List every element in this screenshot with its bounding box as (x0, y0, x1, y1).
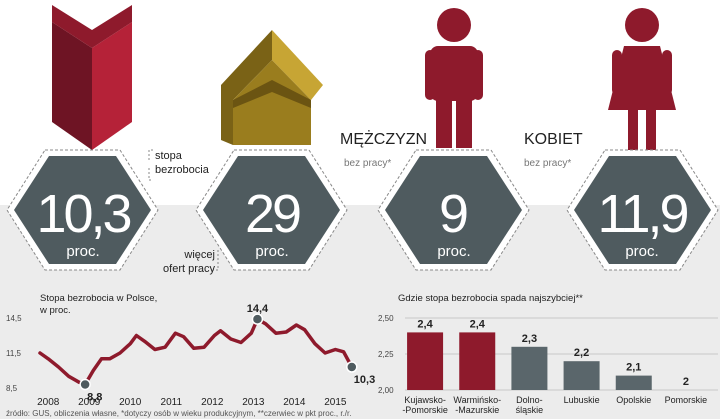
bar-category-label: -Pomorskie (402, 405, 448, 415)
stat2-note-line1: więcej (183, 249, 215, 261)
bar-category-label: śląskie (516, 405, 544, 415)
stat4-heading: KOBIET (524, 131, 583, 148)
line-x-tick-label: 2015 (324, 397, 347, 408)
line-series-path (38, 317, 354, 387)
bar-category-label: Kujawsko- (404, 395, 446, 405)
stat-badge-job-offers: 29 proc. (195, 149, 348, 271)
bar-category-label: Pomorskie (665, 395, 708, 405)
line-y-tick-label: 14,5 (6, 314, 22, 323)
bar-value-label: 2 (683, 376, 689, 388)
bar (511, 346, 548, 390)
stat1-note-line2: bezrobocia (155, 164, 210, 176)
stat1-unit: proc. (66, 243, 99, 260)
line-x-tick-label: 2009 (78, 397, 101, 408)
stat1-note-line1: stopa (155, 150, 183, 162)
stat3-unit: proc. (437, 243, 470, 260)
stat3-heading: MĘŻCZYZN (340, 129, 427, 148)
stat2-note-line2: ofert pracy (163, 263, 215, 275)
line-annotation-label: 8,8 (87, 392, 102, 404)
stat1-note: stopa bezrobocia (148, 149, 210, 181)
line-annotation-label: 10,3 (354, 374, 375, 386)
line-x-tick-label: 2014 (283, 397, 306, 408)
bar (615, 375, 652, 390)
bar-value-label: 2,3 (522, 333, 537, 345)
stat-badge-women: 11,9 proc. (566, 149, 719, 271)
bar-y-tick-label: 2,00 (378, 386, 394, 395)
line-annotation-point (79, 378, 91, 391)
bar-value-label: 2,1 (626, 362, 641, 374)
line-chart-subtitle: w proc. (39, 305, 71, 316)
line-x-tick-label: 2011 (161, 397, 183, 408)
bar (459, 332, 496, 390)
line-x-tick-label: 2013 (242, 397, 265, 408)
stat4-value: 11,9 (597, 184, 687, 244)
bar-chart-title: Gdzie stopa bezrobocia spada najszybciej… (398, 293, 583, 304)
line-x-tick-label: 2008 (37, 397, 60, 408)
man-icon (425, 8, 483, 148)
line-x-tick-label: 2010 (119, 397, 142, 408)
bar-y-tick-label: 2,25 (378, 350, 394, 359)
bar-category-label: -Mazurskie (455, 405, 499, 415)
stat1-value: 10,3 (36, 184, 130, 244)
bar-y-tick-label: 2,50 (378, 314, 394, 323)
stat2-value: 29 (245, 184, 300, 244)
woman-icon (608, 8, 676, 150)
bar-category-label: Lubuskie (564, 395, 600, 405)
line-y-tick-label: 8,5 (6, 384, 18, 393)
stat3-note: bez pracy* (344, 158, 391, 169)
line-annotation-point (346, 361, 358, 373)
footnote: źródło: GUS, obliczenia własne, *dotyczy… (6, 409, 351, 418)
up-arrow-icon (221, 30, 323, 145)
line-y-tick-label: 11,5 (6, 349, 22, 358)
stat4-unit: proc. (625, 243, 658, 260)
bar-category-label: Dolno- (516, 395, 543, 405)
bar-value-label: 2,4 (417, 318, 433, 330)
bar-category-label: Opolskie (616, 395, 651, 405)
bar (407, 332, 444, 390)
stat2-unit: proc. (255, 243, 288, 260)
line-chart-title: Stopa bezrobocia w Polsce, (40, 293, 157, 304)
stat-badge-men: 9 proc. (377, 149, 530, 271)
bar (563, 361, 600, 390)
bar-value-label: 2,2 (574, 347, 589, 359)
stat3-value: 9 (439, 184, 469, 244)
stat2-note: więcej ofert pracy (163, 249, 219, 275)
line-chart: Stopa bezrobocia w Polsce, w proc. 14,5 1… (6, 293, 375, 408)
bar-chart: Gdzie stopa bezrobocia spada najszybciej… (378, 293, 718, 415)
line-annotation-point (251, 313, 264, 325)
stat-badge-unemployment: 10,3 proc. (6, 149, 159, 271)
line-annotation-label: 14,4 (247, 303, 269, 315)
bar-category-label: Warmińsko- (453, 395, 501, 405)
down-arrow-icon (52, 5, 132, 150)
line-x-tick-label: 2012 (201, 397, 224, 408)
stat4-note: bez pracy* (524, 158, 571, 169)
bar-value-label: 2,4 (470, 318, 486, 330)
